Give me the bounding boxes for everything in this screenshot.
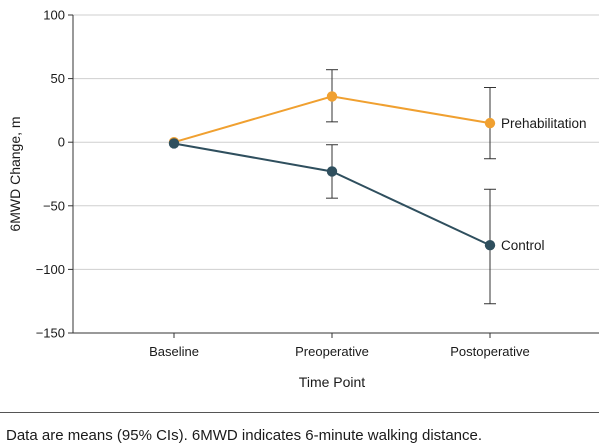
y-tick-label: −100 xyxy=(36,262,65,277)
data-point xyxy=(484,117,496,129)
data-point xyxy=(484,240,496,251)
y-tick-label: −150 xyxy=(36,326,65,341)
data-point xyxy=(168,138,180,149)
gridlines xyxy=(73,14,599,270)
x-tick-label: Preoperative xyxy=(295,344,369,359)
y-tick-label: 0 xyxy=(58,135,65,150)
x-tick-label: Baseline xyxy=(149,344,199,359)
series: Prehabilitation Control xyxy=(168,69,587,305)
series-prehabilitation: Prehabilitation xyxy=(168,69,587,160)
series-control: Control xyxy=(168,138,545,305)
series-label: Control xyxy=(501,238,545,253)
data-point xyxy=(326,91,338,102)
series-label: Prehabilitation xyxy=(501,116,587,131)
data-point xyxy=(326,166,338,177)
x-axis-title: Time Point xyxy=(299,374,366,390)
caption-divider xyxy=(0,412,599,413)
y-tick-label: 100 xyxy=(43,8,65,23)
y-axis-title: 6MWD Change, m xyxy=(7,116,23,231)
line-chart: 100 50 0 −50 −100 −150 Baseline Preoperative Pos… xyxy=(7,8,599,390)
axes: 100 50 0 −50 −100 −150 Baseline Preoperative Pos… xyxy=(36,8,599,359)
y-tick-label: 50 xyxy=(51,71,65,86)
x-tick-label: Postoperative xyxy=(450,344,530,359)
figure-caption: Data are means (95% CIs). 6MWD indicates… xyxy=(6,427,483,444)
y-tick-label: −50 xyxy=(43,198,65,213)
